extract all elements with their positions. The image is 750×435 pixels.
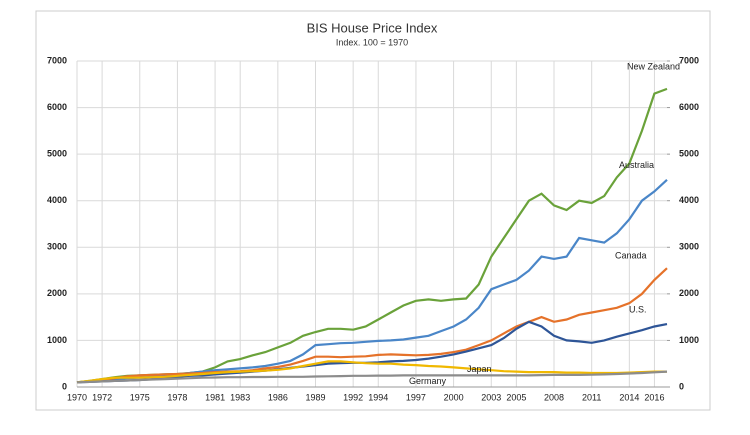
x-tick-label: 1983 bbox=[230, 392, 250, 402]
y2-tick-label: 0 bbox=[679, 381, 684, 391]
x-tick-label: 1970 bbox=[67, 392, 87, 402]
y2-tick-label: 1000 bbox=[679, 335, 699, 345]
x-tick-label: 1992 bbox=[343, 392, 363, 402]
x-tick-label: 1997 bbox=[406, 392, 426, 402]
x-tick-label: 1972 bbox=[92, 392, 112, 402]
y-tick-label: 3000 bbox=[47, 242, 67, 252]
x-tick-label: 1989 bbox=[305, 392, 325, 402]
y2-tick-label: 4000 bbox=[679, 195, 699, 205]
y-tick-label: 5000 bbox=[47, 149, 67, 159]
y-tick-label: 4000 bbox=[47, 195, 67, 205]
chart-subtitle: Index. 100 = 1970 bbox=[336, 37, 408, 47]
y2-tick-label: 2000 bbox=[679, 288, 699, 298]
series-line bbox=[76, 370, 668, 384]
series-line bbox=[76, 267, 668, 384]
series-label: Australia bbox=[619, 160, 654, 170]
x-tick-label: 1978 bbox=[167, 392, 187, 402]
y2-tick-label: 6000 bbox=[679, 102, 699, 112]
y-tick-label: 6000 bbox=[47, 102, 67, 112]
y2-tick-label: 3000 bbox=[679, 242, 699, 252]
x-tick-label: 1981 bbox=[205, 392, 225, 402]
x-tick-label: 2000 bbox=[444, 392, 464, 402]
series-label: Canada bbox=[615, 251, 647, 261]
series-line bbox=[76, 360, 667, 384]
x-tick-label: 2005 bbox=[506, 392, 526, 402]
x-tick-label: 2008 bbox=[544, 392, 564, 402]
x-tick-label: 1994 bbox=[368, 392, 388, 402]
y-tick-label: 0 bbox=[62, 381, 67, 391]
x-tick-label: 1975 bbox=[130, 392, 150, 402]
x-tick-label: 2016 bbox=[644, 392, 664, 402]
y-tick-label: 7000 bbox=[47, 55, 67, 65]
series-label: U.S. bbox=[629, 305, 647, 315]
x-tick-label: 1986 bbox=[268, 392, 288, 402]
series-label: Germany bbox=[409, 376, 447, 386]
chart-frame bbox=[35, 10, 711, 411]
y2-tick-label: 7000 bbox=[679, 55, 699, 65]
y-tick-label: 1000 bbox=[47, 335, 67, 345]
x-tick-label: 2011 bbox=[582, 392, 601, 402]
y2-tick-label: 5000 bbox=[679, 149, 699, 159]
y-tick-label: 2000 bbox=[47, 288, 67, 298]
x-tick-label: 2014 bbox=[619, 392, 639, 402]
chart-title: BIS House Price Index bbox=[307, 20, 438, 35]
series-label: New Zealand bbox=[627, 61, 680, 71]
x-tick-label: 2003 bbox=[481, 392, 501, 402]
series-label: Japan bbox=[467, 364, 492, 374]
